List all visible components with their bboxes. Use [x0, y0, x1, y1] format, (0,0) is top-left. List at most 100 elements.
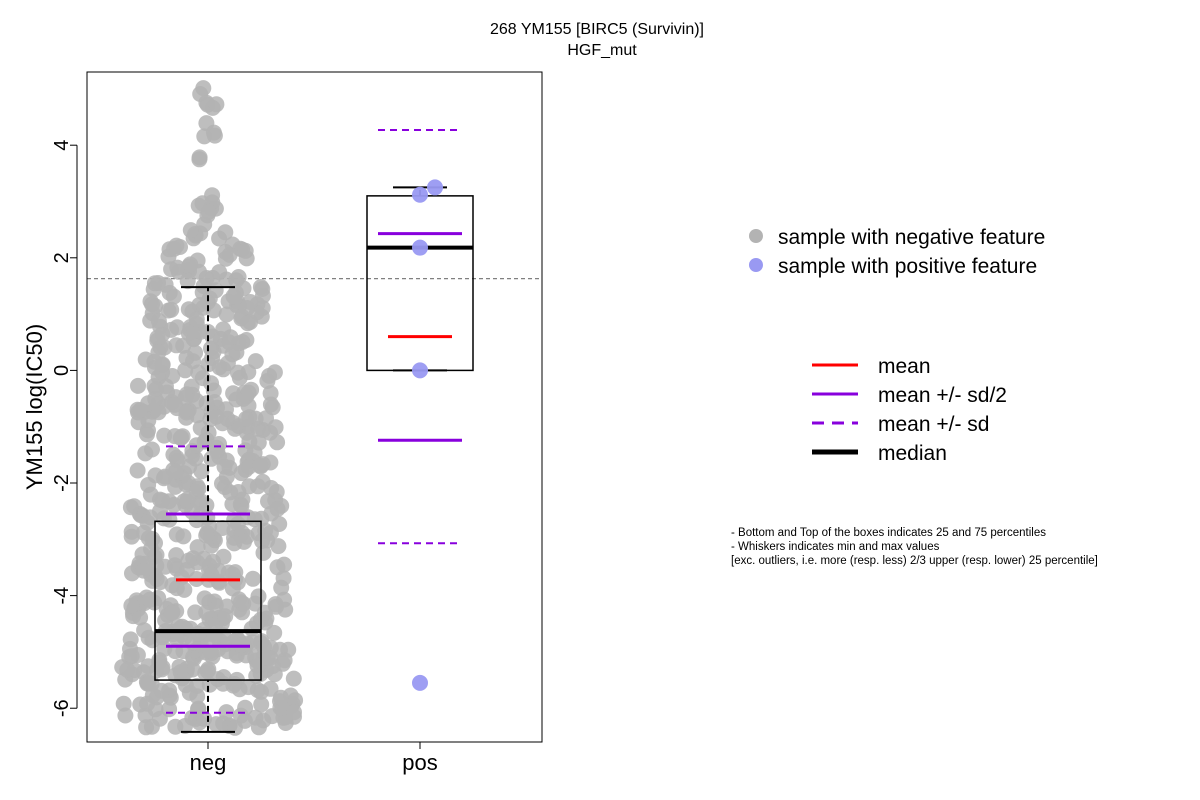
neg-point: [163, 604, 180, 621]
neg-point: [205, 382, 222, 399]
neg-point: [123, 648, 140, 665]
neg-point: [250, 719, 267, 736]
neg-point: [163, 301, 180, 318]
neg-point: [161, 511, 178, 528]
neg-point: [191, 151, 208, 168]
neg-point: [250, 434, 267, 451]
negative-points: [114, 80, 304, 736]
neg-point: [167, 463, 184, 480]
neg-point: [187, 604, 204, 621]
y-tick-label: 4: [51, 140, 73, 151]
neg-point: [195, 550, 212, 567]
neg-point: [255, 544, 272, 561]
y-axis: -6 -4 -2 0 2 4: [51, 140, 78, 717]
neg-point: [193, 463, 210, 480]
neg-point: [268, 483, 285, 500]
legend-point-swatch: [749, 258, 763, 272]
notes: - Bottom and Top of the boxes indicates …: [731, 527, 1098, 567]
neg-point: [240, 458, 257, 475]
neg-point: [154, 659, 171, 676]
neg-point: [154, 356, 171, 373]
neg-point: [115, 695, 132, 712]
neg-point: [198, 115, 215, 132]
neg-point: [262, 385, 279, 402]
neg-point: [237, 242, 254, 259]
neg-point: [253, 510, 270, 527]
neg-point: [123, 597, 140, 614]
neg-point: [249, 478, 266, 495]
neg-point: [166, 396, 183, 413]
neg-point: [165, 288, 182, 305]
pos-point: [412, 674, 428, 691]
y-axis-label: YM155 log(IC50): [22, 324, 47, 490]
neg-point: [167, 478, 184, 495]
neg-point: [225, 288, 242, 305]
neg-point: [254, 533, 270, 549]
neg-point: [247, 353, 264, 370]
neg-point: [168, 630, 185, 647]
neg-point: [123, 523, 140, 540]
neg-point: [150, 344, 167, 361]
neg-point: [236, 533, 252, 550]
neg-point: [231, 591, 247, 608]
neg-point: [181, 684, 198, 701]
neg-point: [219, 410, 236, 427]
neg-point: [182, 222, 199, 239]
neg-point: [217, 608, 234, 625]
neg-point: [211, 264, 228, 281]
neg-point: [252, 457, 269, 474]
neg-point: [236, 712, 253, 729]
neg-point: [229, 364, 246, 381]
y-tick-label: -4: [51, 587, 73, 605]
neg-point: [150, 313, 167, 329]
neg-point: [148, 546, 165, 563]
neg-point: [215, 548, 232, 565]
neg-point: [171, 658, 188, 675]
neg-point: [168, 237, 185, 254]
neg-point: [186, 323, 203, 340]
neg-point: [204, 187, 221, 204]
neg-point: [238, 410, 255, 427]
chart-subtitle: HGF_mut: [567, 42, 637, 59]
neg-point: [208, 716, 225, 733]
neg-point: [275, 570, 292, 587]
neg-point: [200, 356, 217, 373]
neg-point: [195, 80, 212, 97]
plot-area: [87, 80, 542, 736]
neg-point: [154, 492, 171, 509]
neg-point: [205, 302, 222, 319]
neg-point: [188, 311, 205, 328]
neg-point: [262, 396, 279, 413]
group-neg: [154, 286, 262, 733]
neg-point: [147, 298, 164, 315]
neg-point: [222, 329, 239, 346]
neg-point: [239, 315, 256, 332]
neg-point: [179, 273, 196, 290]
neg-point: [130, 377, 146, 394]
note-line: - Bottom and Top of the boxes indicates …: [731, 527, 1046, 539]
neg-point: [169, 259, 186, 276]
neg-point: [285, 670, 302, 687]
neg-point: [155, 470, 172, 487]
neg-point: [190, 480, 207, 497]
neg-point: [173, 429, 190, 446]
legend-line-label: mean +/- sd/2: [878, 384, 1007, 407]
neg-point: [141, 591, 158, 608]
pos-point: [412, 362, 428, 379]
neg-point: [277, 715, 294, 731]
neg-point: [189, 407, 206, 424]
neg-point: [156, 640, 173, 657]
neg-point: [214, 520, 231, 536]
neg-point: [217, 243, 234, 260]
neg-point: [140, 422, 156, 439]
neg-point: [253, 696, 270, 713]
legend-line-label: mean: [878, 355, 931, 378]
neg-point: [200, 203, 217, 220]
iqr-box: [154, 520, 262, 681]
neg-point: [266, 364, 283, 381]
neg-point: [198, 527, 215, 544]
neg-point: [180, 552, 197, 569]
neg-point: [122, 499, 139, 516]
chart-title: 268 YM155 [BIRC5 (Survivin)]: [490, 21, 704, 38]
neg-point: [256, 604, 273, 621]
